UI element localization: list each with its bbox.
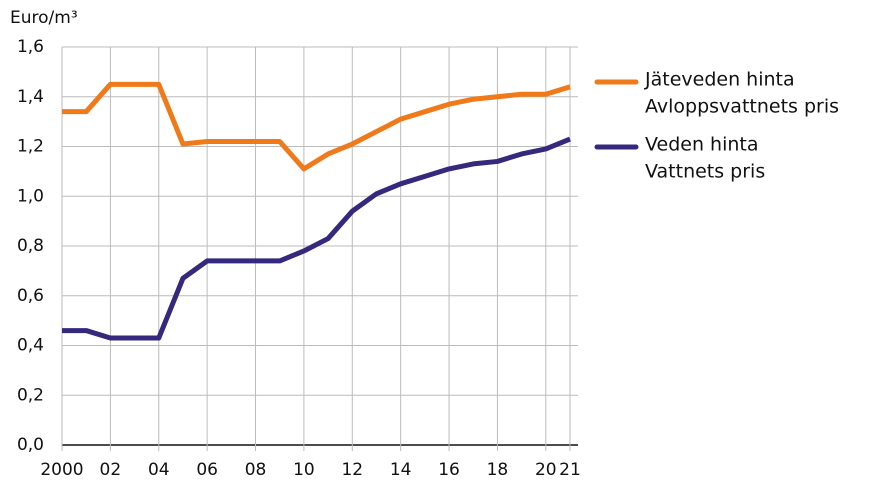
x-tick-label: 14 [390, 460, 412, 480]
y-axis-label: Euro/m³ [10, 8, 78, 28]
series-line [62, 81, 571, 172]
x-tick-label: 2000 [40, 460, 83, 480]
y-tick-label: 0,6 [17, 286, 44, 306]
legend-label: Avloppsvattnets pris [645, 96, 839, 118]
y-tick-label: 0,4 [17, 336, 44, 356]
y-tick-label: 0,0 [17, 435, 44, 455]
y-tick-label: 1,0 [17, 186, 44, 206]
legend-label: Vattnets pris [645, 161, 765, 183]
legend-label: Veden hinta [645, 134, 759, 156]
x-tick-label: 16 [438, 460, 460, 480]
y-tick-label: 1,2 [17, 137, 44, 157]
x-tick-label: 21 [559, 460, 581, 480]
x-tick-label: 06 [196, 460, 218, 480]
x-tick-label: 18 [487, 460, 509, 480]
y-tick-label: 0,8 [17, 236, 44, 256]
x-tick-label: 08 [245, 460, 267, 480]
y-tick-label: 1,6 [17, 37, 44, 57]
x-tick-label: 12 [341, 460, 363, 480]
y-tick-label: 0,2 [17, 385, 44, 405]
legend-label: Jäteveden hinta [644, 69, 795, 91]
x-tick-label: 20 [535, 460, 557, 480]
x-tick-label: 04 [148, 460, 170, 480]
y-tick-label: 1,4 [17, 87, 44, 107]
series-line [62, 136, 571, 341]
x-tick-label: 10 [293, 460, 315, 480]
x-tick-label: 02 [100, 460, 122, 480]
